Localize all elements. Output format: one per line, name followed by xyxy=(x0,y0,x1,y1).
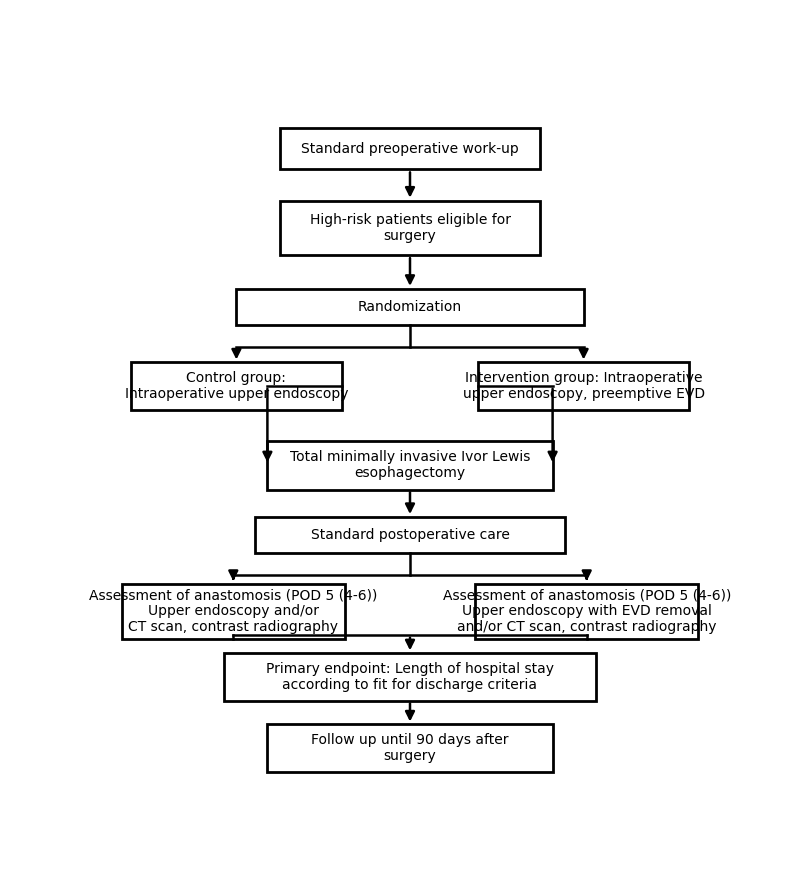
Text: Standard preoperative work-up: Standard preoperative work-up xyxy=(301,142,519,156)
Text: Control group:
Intraoperative upper endoscopy: Control group: Intraoperative upper endo… xyxy=(125,371,348,401)
Text: Follow up until 90 days after
surgery: Follow up until 90 days after surgery xyxy=(311,733,509,763)
Text: Randomization: Randomization xyxy=(358,300,462,314)
Text: Primary endpoint: Length of hospital stay
according to fit for discharge criteri: Primary endpoint: Length of hospital sta… xyxy=(266,662,554,692)
FancyBboxPatch shape xyxy=(280,201,540,255)
FancyBboxPatch shape xyxy=(131,362,342,410)
FancyBboxPatch shape xyxy=(267,441,553,489)
FancyBboxPatch shape xyxy=(224,653,596,701)
FancyBboxPatch shape xyxy=(255,517,565,553)
Text: Assessment of anastomosis (POD 5 (4-6))
Upper endoscopy and/or
CT scan, contrast: Assessment of anastomosis (POD 5 (4-6)) … xyxy=(89,588,378,635)
Text: Standard postoperative care: Standard postoperative care xyxy=(310,528,510,543)
FancyBboxPatch shape xyxy=(122,584,345,639)
FancyBboxPatch shape xyxy=(478,362,689,410)
FancyBboxPatch shape xyxy=(280,128,540,170)
FancyBboxPatch shape xyxy=(267,724,553,772)
Text: Total minimally invasive Ivor Lewis
esophagectomy: Total minimally invasive Ivor Lewis esop… xyxy=(290,450,530,481)
FancyBboxPatch shape xyxy=(237,289,584,326)
Text: High-risk patients eligible for
surgery: High-risk patients eligible for surgery xyxy=(310,212,510,243)
Text: Intervention group: Intraoperative
upper endoscopy, preemptive EVD: Intervention group: Intraoperative upper… xyxy=(462,371,705,401)
FancyBboxPatch shape xyxy=(475,584,698,639)
Text: Assessment of anastomosis (POD 5 (4-6))
Upper endoscopy with EVD removal
and/or : Assessment of anastomosis (POD 5 (4-6)) … xyxy=(442,588,731,635)
